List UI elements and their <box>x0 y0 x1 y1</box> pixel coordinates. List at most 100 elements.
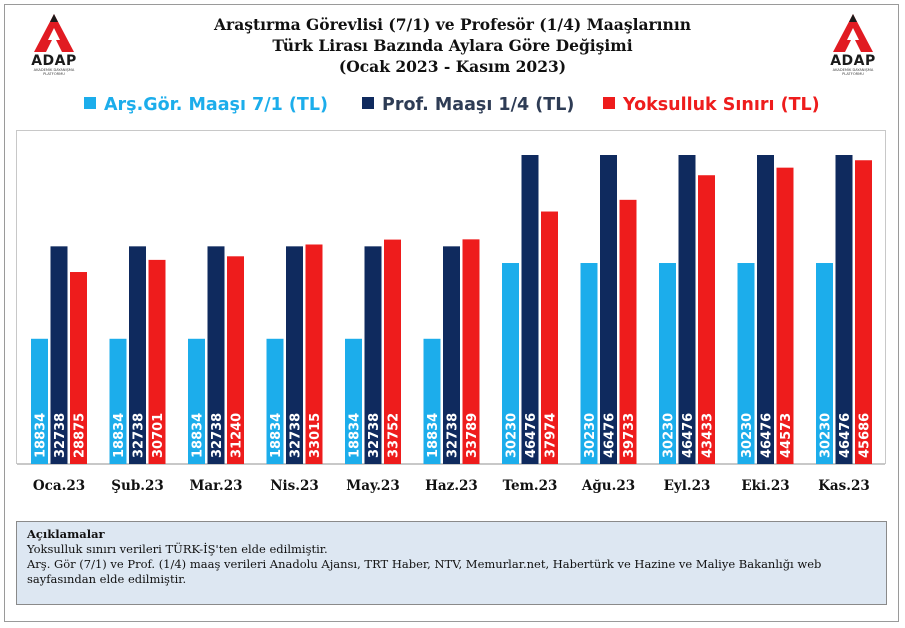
bar-yoksulluk <box>305 244 323 464</box>
bar-ars-gor <box>580 263 598 464</box>
bar-ars-gor <box>266 338 284 464</box>
bar-ars-gor <box>109 338 127 464</box>
logo-subtitle: AKADEMİK DAYANIŞMA PLATFORMU <box>832 68 874 76</box>
data-label: 46476 <box>760 413 775 458</box>
x-tick-label: Eki.23 <box>741 478 789 494</box>
title-line-3: (Ocak 2023 - Kasım 2023) <box>338 57 567 76</box>
legend-swatch <box>84 97 96 109</box>
bar-prof <box>835 155 853 464</box>
bar-yoksulluk <box>462 239 480 464</box>
data-label: 45686 <box>858 413 873 458</box>
legend-label: Prof. Maaşı 1/4 (TL) <box>382 95 575 115</box>
bar-prof <box>364 246 382 464</box>
notes-heading: Açıklamalar <box>27 527 105 541</box>
data-label: 33789 <box>465 413 480 458</box>
bar-yoksulluk <box>227 256 244 464</box>
notes-box: Açıklamalar Yoksulluk sınırı verileri TÜ… <box>16 521 887 605</box>
bar-ars-gor <box>423 338 441 464</box>
bar-ars-gor <box>737 263 755 464</box>
title-line-2: Türk Lirası Bazında Aylara Göre Değişimi <box>272 36 633 55</box>
x-tick-label: Mar.23 <box>189 478 242 494</box>
data-label: 18834 <box>426 413 441 458</box>
legend-label: Arş.Gör. Maaşı 7/1 (TL) <box>104 95 328 115</box>
x-tick-label: Haz.23 <box>425 478 478 494</box>
notes-line-2: Arş. Gör (7/1) ve Prof. (1/4) maaş veril… <box>27 557 822 586</box>
logo-name: ADAP <box>31 53 77 69</box>
data-label: 18834 <box>112 413 127 458</box>
bar-yoksulluk <box>619 199 637 464</box>
data-label: 37974 <box>544 413 559 458</box>
legend-swatch <box>603 97 615 109</box>
bar-prof <box>521 155 539 464</box>
data-label: 44573 <box>779 413 794 458</box>
x-tick-label: Tem.23 <box>503 478 558 494</box>
bar-yoksulluk <box>698 175 715 464</box>
bar-ars-gor <box>345 338 362 464</box>
data-label: 32738 <box>132 413 147 458</box>
data-label: 32738 <box>289 413 304 458</box>
x-tick-label: Oca.23 <box>33 478 85 494</box>
data-label: 32738 <box>53 413 68 458</box>
x-tick-label: Ağu.23 <box>581 478 635 494</box>
bar-prof <box>600 155 617 464</box>
adap-logo-icon <box>34 14 74 52</box>
logo-subtitle: AKADEMİK DAYANIŞMA PLATFORMU <box>33 68 75 76</box>
bar-ars-gor <box>659 263 676 464</box>
logo-name: ADAP <box>830 53 876 69</box>
data-label: 46476 <box>838 413 853 458</box>
data-label: 30701 <box>151 413 166 458</box>
bar-prof <box>757 155 774 464</box>
data-label: 30230 <box>662 413 677 458</box>
bar-yoksulluk <box>70 272 87 464</box>
bar-yoksulluk <box>384 239 401 464</box>
data-label: 31240 <box>230 413 245 458</box>
data-label: 18834 <box>34 413 49 458</box>
legend-item-yoksulluk: Yoksulluk Sınırı (TL) <box>603 95 820 115</box>
x-tick-label: Kas.23 <box>818 478 870 494</box>
bar-prof <box>50 246 68 464</box>
bar-yoksulluk <box>148 259 166 464</box>
data-label: 18834 <box>269 413 284 458</box>
bar-ars-gor <box>31 338 48 464</box>
data-label: 46476 <box>603 413 618 458</box>
bar-prof <box>129 246 146 464</box>
bar-prof <box>286 246 303 464</box>
x-tick-label: Nis.23 <box>270 478 319 494</box>
bar-yoksulluk <box>855 160 872 465</box>
bar-yoksulluk <box>541 211 558 464</box>
notes-line-1: Yoksulluk sınırı verileri TÜRK-İŞ'ten el… <box>27 542 328 556</box>
bar-ars-gor <box>502 263 519 464</box>
bar-prof <box>678 155 696 464</box>
title-line-1: Araştırma Görevlisi (7/1) ve Profesör (1… <box>214 15 691 34</box>
data-label: 30230 <box>505 413 520 458</box>
legend-item-prof: Prof. Maaşı 1/4 (TL) <box>362 95 574 115</box>
chart-title: Araştırma Görevlisi (7/1) ve Profesör (1… <box>170 14 735 77</box>
data-label: 43433 <box>701 413 716 458</box>
data-label: 32738 <box>446 413 461 458</box>
adap-logo-right: ADAP AKADEMİK DAYANIŞMA PLATFORMU <box>823 12 883 92</box>
bar-ars-gor <box>188 338 205 464</box>
adap-logo-left: ADAP AKADEMİK DAYANIŞMA PLATFORMU <box>24 12 84 92</box>
data-label: 30230 <box>740 413 755 458</box>
data-label: 46476 <box>681 413 696 458</box>
data-label: 33752 <box>387 413 402 458</box>
legend-label: Yoksulluk Sınırı (TL) <box>623 95 820 115</box>
data-label: 30230 <box>583 413 598 458</box>
x-tick-label: Eyl.23 <box>664 478 711 494</box>
x-tick-label: Şub.23 <box>111 478 164 494</box>
adap-logo-icon <box>833 14 873 52</box>
chart-legend: Arş.Gör. Maaşı 7/1 (TL) Prof. Maaşı 1/4 … <box>0 95 905 121</box>
data-label: 18834 <box>348 413 363 458</box>
data-label: 18834 <box>191 413 206 458</box>
bar-ars-gor <box>816 263 833 464</box>
data-label: 46476 <box>524 413 539 458</box>
bar-prof <box>443 246 460 464</box>
data-label: 28875 <box>73 413 88 458</box>
legend-swatch <box>362 97 374 109</box>
data-label: 33015 <box>308 413 323 458</box>
x-tick-label: May.23 <box>346 478 399 494</box>
bar-yoksulluk <box>776 167 794 464</box>
chart-frame <box>4 4 899 622</box>
data-label: 32738 <box>367 413 382 458</box>
